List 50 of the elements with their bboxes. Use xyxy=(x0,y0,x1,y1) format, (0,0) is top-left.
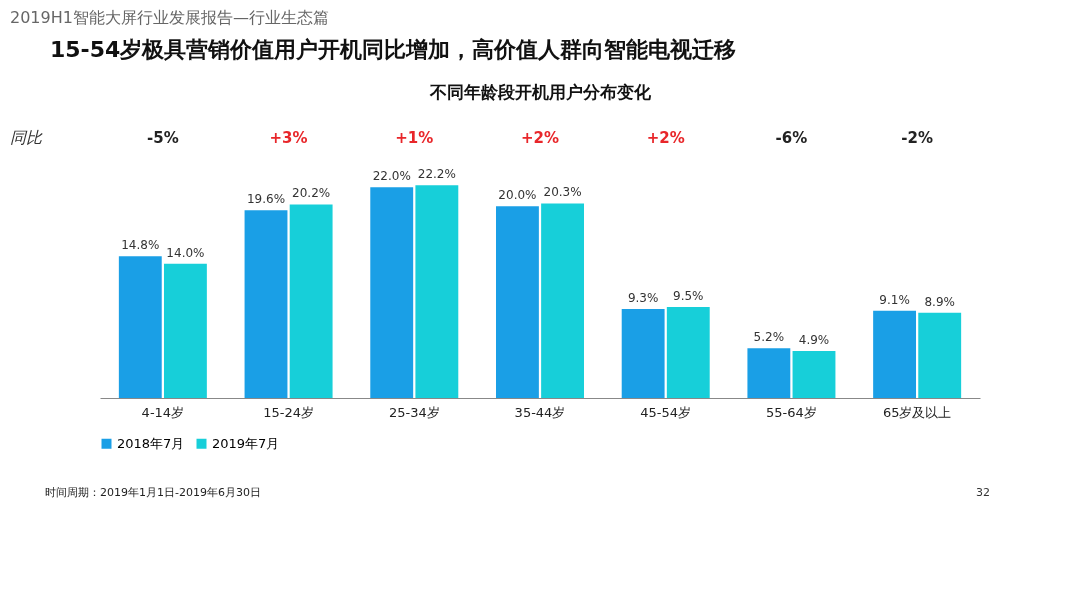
x-tick-label: 65岁及以上 xyxy=(882,404,952,420)
text: -2% xyxy=(901,129,933,147)
x-tick-label: 25-34岁 xyxy=(388,404,440,420)
bar xyxy=(747,348,791,398)
data-label: 14.0% xyxy=(166,245,205,260)
bar xyxy=(666,306,710,398)
text: 同比 xyxy=(10,128,43,147)
text: 32 xyxy=(976,486,990,499)
data-label: 20.3% xyxy=(543,185,582,200)
bar xyxy=(873,310,917,398)
text: 2019H1智能大屏行业发展报告—行业生态篇 xyxy=(10,8,329,27)
bar xyxy=(918,312,962,398)
data-label: 8.9% xyxy=(924,294,955,309)
bar xyxy=(541,203,584,398)
bar xyxy=(496,206,539,398)
chart-subtitle: 不同年龄段开机用户分布变化 xyxy=(428,82,652,102)
text: 时间周期：2019年1月1日-2019年6月30日 xyxy=(45,486,261,499)
text: +2% xyxy=(646,129,685,147)
data-label: 19.6% xyxy=(246,192,286,207)
x-tick-label: 4-14岁 xyxy=(141,404,185,420)
data-label: 9.1% xyxy=(879,292,910,307)
x-tick-label: 45-54岁 xyxy=(640,404,692,420)
data-label: 4.9% xyxy=(798,333,830,348)
bar xyxy=(118,256,162,398)
bar xyxy=(415,185,459,398)
legend-label: 2019年7月 xyxy=(212,435,280,451)
x-tick-label: 35-44岁 xyxy=(514,404,566,420)
bar xyxy=(244,210,288,398)
bar xyxy=(370,187,414,398)
text: -5% xyxy=(147,129,179,147)
x-tick-label: 55-64岁 xyxy=(766,404,817,420)
text: +1% xyxy=(395,129,434,147)
text: +3% xyxy=(269,129,308,147)
x-tick-label: 15-24岁 xyxy=(263,404,314,420)
bar xyxy=(163,263,207,398)
data-label: 22.0% xyxy=(372,169,411,184)
text: +2% xyxy=(520,129,560,147)
bar xyxy=(792,351,836,398)
data-label: 9.3% xyxy=(627,290,659,305)
legend-label: 2018年7月 xyxy=(117,435,185,451)
data-label: 14.8% xyxy=(121,238,160,253)
data-label: 22.2% xyxy=(417,167,456,182)
data-label: 20.2% xyxy=(292,186,331,201)
data-label: 5.2% xyxy=(753,330,785,345)
text: -6% xyxy=(775,129,808,147)
data-label: 9.5% xyxy=(673,288,704,303)
data-label: 20.0% xyxy=(498,188,537,203)
chart-title: 15-54岁极具营销价值用户开机同比增加，高价值人群向智能电视迁移 xyxy=(50,37,737,62)
bar xyxy=(621,308,665,398)
bar xyxy=(289,204,333,398)
